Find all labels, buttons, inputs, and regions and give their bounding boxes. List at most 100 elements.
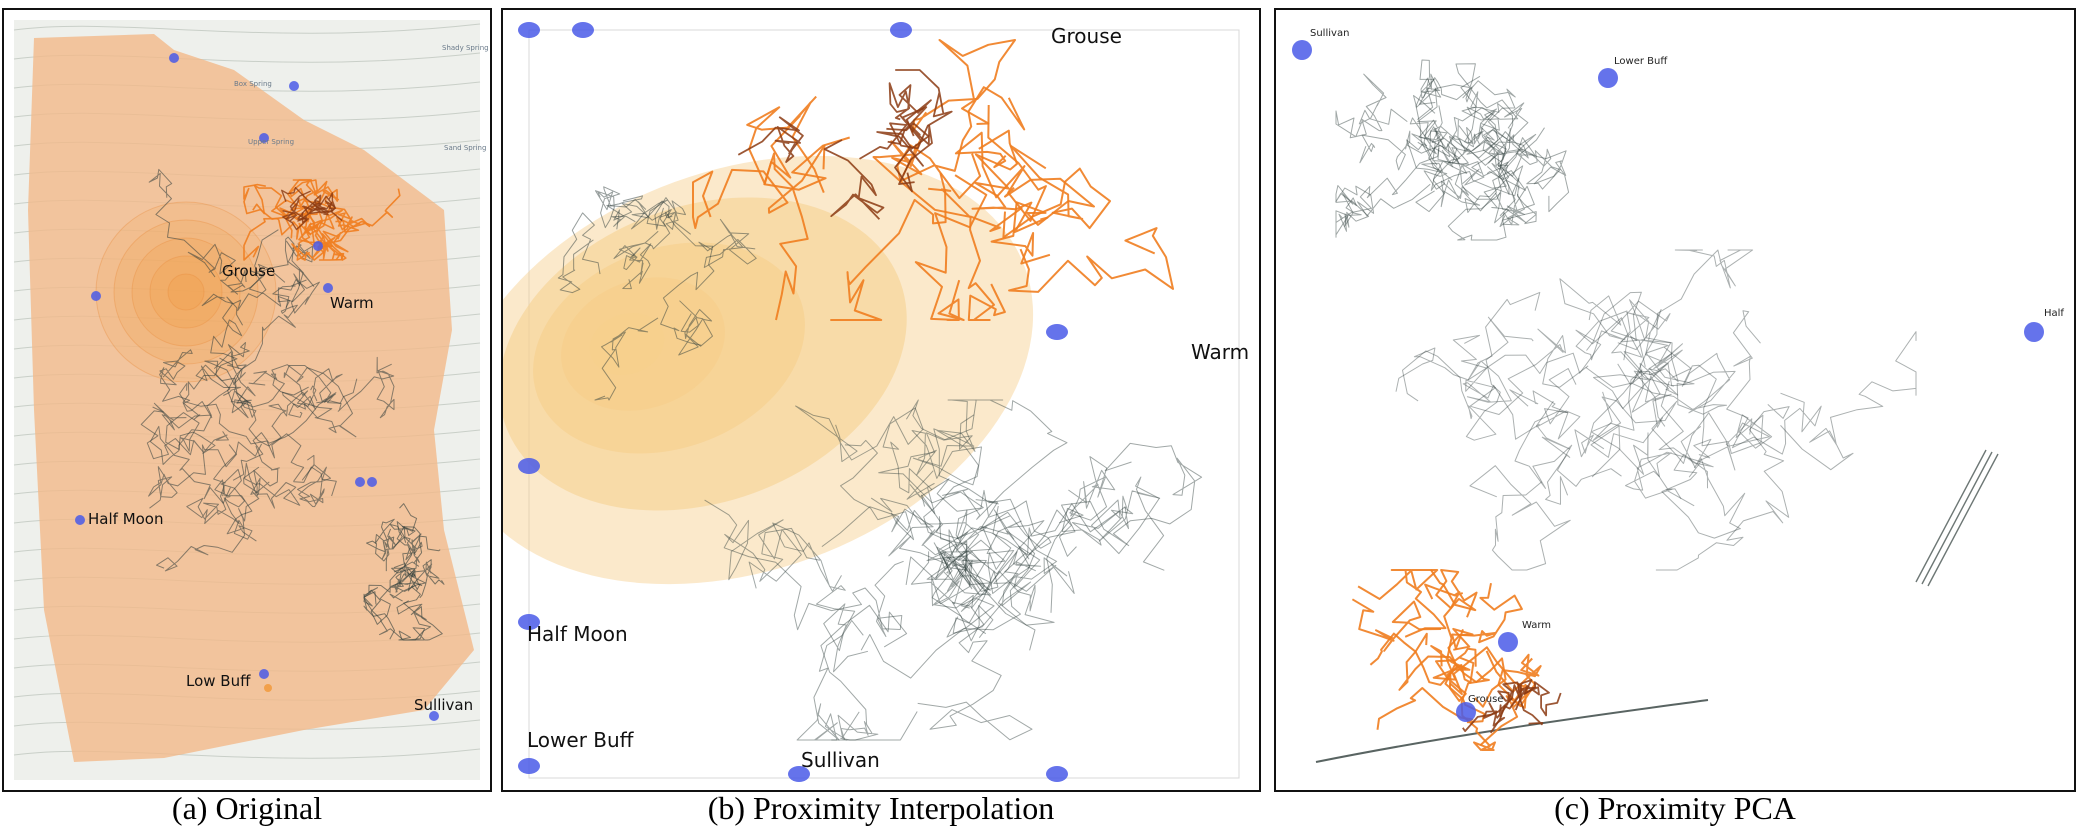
- label-sullivan: Sullivan: [1310, 28, 1350, 39]
- gray-track: [396, 600, 443, 641]
- gray-track: [821, 506, 1036, 651]
- orange-track: [304, 218, 345, 261]
- proximity-ring: [167, 273, 205, 311]
- brown-track: [281, 186, 336, 216]
- gray-track: [1417, 59, 1458, 168]
- orange-track: [1449, 646, 1529, 746]
- label-grouse: Grouse: [1468, 694, 1504, 705]
- gray-track: [1335, 183, 1431, 238]
- gray-track: [870, 497, 1010, 591]
- orange-track: [692, 144, 826, 229]
- gray-track: [931, 516, 994, 642]
- terrain-contour: [13, 23, 481, 34]
- gray-track: [366, 503, 418, 572]
- gray-track: [316, 356, 395, 419]
- gray-track: [606, 199, 668, 227]
- anchor-point: [259, 669, 269, 679]
- anchor-point: [890, 22, 912, 38]
- gray-track: [244, 445, 301, 509]
- gray-track: [910, 551, 1042, 609]
- map-label-sand-spring: Sand Spring: [444, 144, 487, 152]
- gray-track: [363, 583, 432, 641]
- brown-track: [1462, 684, 1544, 732]
- anchor-point: [355, 477, 365, 487]
- gray-track: [1471, 123, 1529, 174]
- orange-track: [288, 179, 360, 233]
- gray-track: [1617, 309, 1695, 427]
- gray-track: [912, 399, 999, 505]
- orange-track: [896, 86, 1026, 200]
- orange-track: [1369, 627, 1474, 686]
- caption-original: (a) Original: [171, 790, 323, 826]
- label-half: Half: [2044, 308, 2064, 319]
- orange-track: [914, 174, 988, 321]
- label-sullivan: Sullivan: [801, 748, 880, 772]
- gray-track: [1915, 449, 1999, 587]
- gray-track: [1610, 299, 1679, 383]
- gray-track: [219, 279, 307, 385]
- gray-track: [1469, 465, 1571, 571]
- gray-track: [1315, 699, 1709, 763]
- orange-track: [322, 216, 371, 253]
- orange-track: [763, 136, 850, 321]
- gray-track: [148, 168, 236, 278]
- gray-track: [1409, 117, 1524, 191]
- gray-track: [917, 601, 1033, 741]
- label-half-moon: Half Moon: [527, 622, 628, 646]
- anchor-point: [429, 711, 439, 721]
- gray-track: [393, 533, 441, 569]
- gray-track: [1046, 456, 1116, 613]
- gray-track: [297, 454, 331, 508]
- gray-track: [1445, 103, 1514, 166]
- gray-track: [1466, 106, 1537, 182]
- gray-track: [179, 382, 337, 497]
- gray-track: [772, 522, 869, 673]
- anchor-point: [1292, 40, 1312, 60]
- map-label-box-spring: Box Spring: [234, 80, 272, 88]
- gray-track: [1359, 130, 1461, 213]
- gray-track: [201, 269, 267, 312]
- anchor-point: [367, 477, 377, 487]
- gray-track: [795, 405, 933, 494]
- brown-track: [737, 116, 804, 163]
- orange-track: [830, 172, 947, 321]
- label-lower-buff: Lower Buff: [527, 728, 634, 752]
- gray-track: [270, 364, 358, 419]
- panel-proximity-interpolation: Grouse Warm Half Moon Lower Buff Sulliva…: [501, 8, 1261, 792]
- brown-track: [876, 122, 930, 193]
- caption-proximity-pca: (c) Proximity PCA: [1554, 790, 1796, 826]
- gray-track: [1661, 438, 1746, 539]
- anchor-point: [1456, 702, 1476, 722]
- caption-proximity-interpolation: (b) Proximity Interpolation: [707, 790, 1055, 826]
- orange-track: [1485, 650, 1542, 708]
- gray-track: [796, 620, 918, 741]
- gray-track: [1406, 127, 1470, 190]
- gray-track: [389, 569, 416, 602]
- gray-track: [820, 604, 908, 741]
- gray-track: [724, 519, 821, 589]
- panel-original: Box Spring Upper Spring Shady Spring San…: [2, 8, 492, 792]
- anchor-point: [1046, 324, 1068, 340]
- anchor-point: [1498, 632, 1518, 652]
- gray-track: [1418, 75, 1500, 159]
- orange-track: [1008, 227, 1174, 293]
- gray-track: [1442, 149, 1570, 213]
- gray-track: [1536, 368, 1581, 505]
- label-sullivan: Sullivan: [414, 696, 474, 714]
- anchor-point: [518, 458, 540, 474]
- gray-track: [140, 406, 212, 460]
- orange-track: [1435, 647, 1477, 702]
- gray-track: [1592, 391, 1736, 478]
- proximity-interpolation-plot: [503, 22, 1240, 782]
- gray-track: [186, 482, 246, 525]
- anchor-point: [1046, 766, 1068, 782]
- anchor-point: [289, 81, 299, 91]
- gray-track: [613, 203, 672, 259]
- gray-track: [213, 342, 256, 419]
- anchor-point: [75, 515, 85, 525]
- gray-track: [1452, 328, 1589, 415]
- anchor-point: [169, 53, 179, 63]
- brown-track: [285, 190, 311, 223]
- gray-track: [148, 444, 237, 509]
- brown-track: [282, 200, 329, 231]
